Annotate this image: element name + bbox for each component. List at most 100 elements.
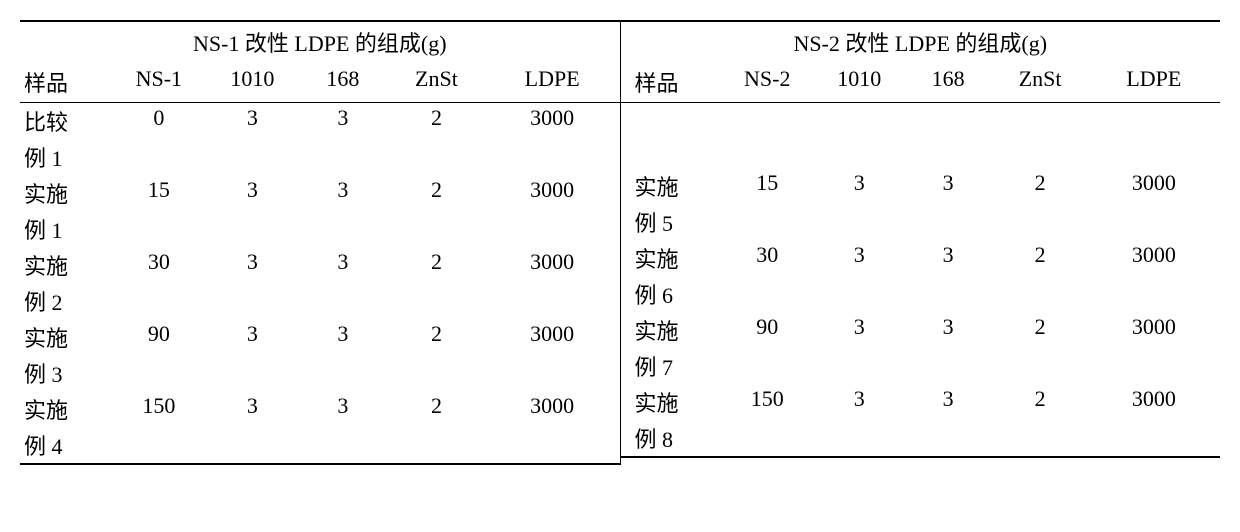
cell-sample-line1: 实施 [621,168,720,204]
cell-168: 3 [298,391,388,427]
left-column-header-row: 样品 NS-1 1010 168 ZnSt LDPE [20,62,620,103]
right-table: 样品 NS-2 1010 168 ZnSt LDPE [621,62,1221,458]
col-header-168: 168 [904,62,993,103]
table-row [621,136,1221,169]
left-group-header: NS-1 改性 LDPE 的组成(g) [20,20,620,62]
cell-1010: 3 [207,247,297,283]
cell-sample-line1: 实施 [20,247,110,283]
cell-sample-line1: 实施 [621,240,720,276]
col-header-sample: 样品 [621,62,720,103]
cell-znst: 2 [388,175,485,211]
table-row: 实施 15 3 3 2 3000 [20,175,620,211]
table-row: 例 6 [621,276,1221,312]
cell-znst [993,103,1088,136]
right-table-body: 实施 15 3 3 2 3000 例 5 实施 30 3 3 2 [621,103,1221,458]
right-group-header: NS-2 改性 LDPE 的组成(g) [621,20,1221,62]
cell-sample-line2: 例 1 [20,139,110,175]
cell-168: 3 [298,247,388,283]
cell-znst: 2 [388,391,485,427]
cell-ns: 90 [110,319,207,355]
cell-sample-line1: 实施 [20,319,110,355]
cell-ns: 90 [720,312,815,348]
cell-ns [720,103,815,136]
cell-ns: 0 [110,103,207,140]
table-row: 例 2 [20,283,620,319]
cell-znst: 2 [388,247,485,283]
cell-168: 3 [904,168,993,204]
table-row: 例 8 [621,420,1221,457]
cell-1010: 3 [815,168,904,204]
table-row: 例 7 [621,348,1221,384]
cell-sample-line1 [621,103,720,136]
cell-1010: 3 [207,319,297,355]
table-row: 例 5 [621,204,1221,240]
col-header-1010: 1010 [815,62,904,103]
cell-168: 3 [298,319,388,355]
col-header-sample: 样品 [20,62,110,103]
cell-sample-line2: 例 6 [621,276,720,312]
table-row: 实施 90 3 3 2 3000 [621,312,1221,348]
col-header-ldpe: LDPE [485,62,620,103]
cell-sample-line2: 例 4 [20,427,110,464]
cell-ns: 30 [720,240,815,276]
table-row: 实施 90 3 3 2 3000 [20,319,620,355]
right-table-section: NS-2 改性 LDPE 的组成(g) 样品 NS-2 1010 168 ZnS… [621,20,1221,465]
cell-sample-line2: 例 1 [20,211,110,247]
cell-znst: 2 [993,312,1088,348]
right-column-header-row: 样品 NS-2 1010 168 ZnSt LDPE [621,62,1221,103]
table-row: 例 1 [20,211,620,247]
cell-1010: 3 [815,384,904,420]
table-row: 例 3 [20,355,620,391]
col-header-znst: ZnSt [388,62,485,103]
left-table-body: 比较 0 3 3 2 3000 例 1 实施 15 3 3 2 3 [20,103,620,465]
cell-sample-line2: 例 3 [20,355,110,391]
cell-ldpe: 3000 [1088,384,1220,420]
cell-ldpe: 3000 [1088,240,1220,276]
cell-ns: 15 [720,168,815,204]
cell-sample-line1: 实施 [20,175,110,211]
cell-znst: 2 [993,384,1088,420]
left-table: 样品 NS-1 1010 168 ZnSt LDPE 比较 0 3 3 2 30… [20,62,620,465]
table-row: 实施 150 3 3 2 3000 [621,384,1221,420]
cell-znst: 2 [388,103,485,140]
cell-sample-line2: 例 7 [621,348,720,384]
col-header-znst: ZnSt [993,62,1088,103]
cell-znst: 2 [388,319,485,355]
col-header-ns2: NS-2 [720,62,815,103]
cell-sample-line2: 例 5 [621,204,720,240]
cell-sample-line1: 实施 [621,312,720,348]
table-row: 比较 0 3 3 2 3000 [20,103,620,140]
cell-1010: 3 [207,175,297,211]
cell-ns: 150 [720,384,815,420]
cell-1010: 3 [815,312,904,348]
composition-table: NS-1 改性 LDPE 的组成(g) 样品 NS-1 1010 168 ZnS… [20,20,1220,465]
cell-ldpe [1088,103,1220,136]
table-row: 例 1 [20,139,620,175]
cell-1010 [815,103,904,136]
cell-ldpe: 3000 [485,247,620,283]
cell-ldpe: 3000 [485,175,620,211]
cell-sample-line1: 比较 [20,103,110,140]
cell-ldpe: 3000 [1088,312,1220,348]
col-header-ldpe: LDPE [1088,62,1220,103]
cell-ldpe: 3000 [485,391,620,427]
cell-ldpe: 3000 [485,319,620,355]
cell-sample-line2: 例 8 [621,420,720,457]
cell-1010: 3 [815,240,904,276]
cell-ldpe: 3000 [1088,168,1220,204]
cell-168 [904,103,993,136]
cell-sample-line1: 实施 [20,391,110,427]
table-row: 实施 15 3 3 2 3000 [621,168,1221,204]
cell-sample-line2 [621,136,720,169]
cell-168: 3 [298,175,388,211]
col-header-1010: 1010 [207,62,297,103]
cell-sample-line1: 实施 [621,384,720,420]
cell-znst: 2 [993,240,1088,276]
cell-1010: 3 [207,103,297,140]
col-header-168: 168 [298,62,388,103]
cell-ns: 15 [110,175,207,211]
cell-1010: 3 [207,391,297,427]
col-header-ns1: NS-1 [110,62,207,103]
cell-168: 3 [904,312,993,348]
cell-168: 3 [904,384,993,420]
